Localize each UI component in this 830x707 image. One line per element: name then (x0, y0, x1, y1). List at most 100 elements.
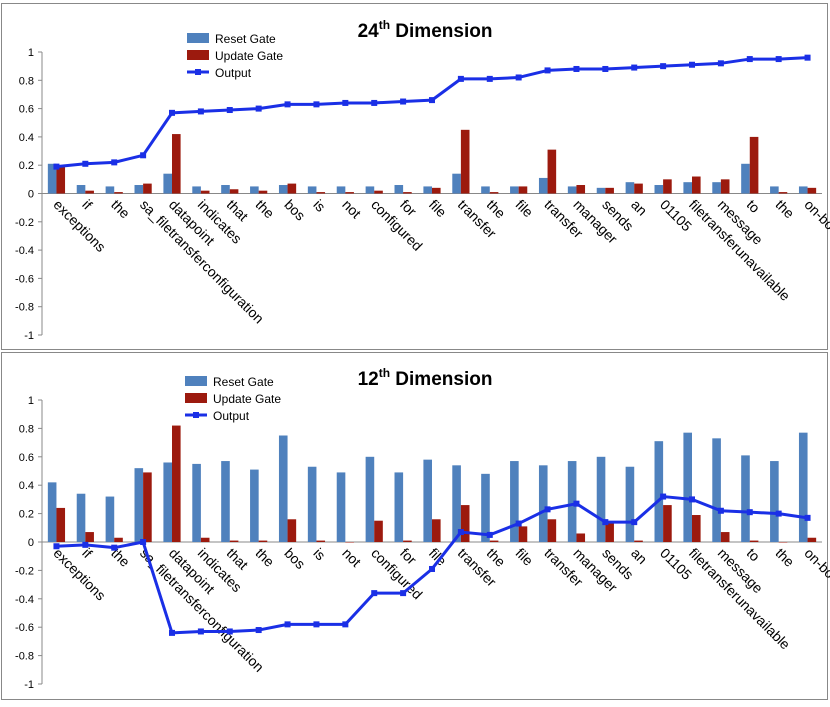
chart1-x-tick-label: on-board (801, 196, 830, 247)
chart1-x-tick-label: is (310, 196, 328, 214)
chart1-legend-reset-swatch (187, 33, 209, 43)
chart2-output-point (400, 590, 406, 596)
chart2-update-bar (85, 532, 94, 542)
chart1-reset-bar (423, 186, 432, 193)
chart2-x-tick-label: for (397, 545, 420, 568)
chart1-update-bar (114, 192, 123, 193)
chart2-legend-reset-label: Reset Gate (213, 375, 274, 389)
chart2-update-bar (201, 538, 210, 542)
chart1-y-tick-label: -0.8 (15, 302, 34, 314)
chart2-output-point (227, 628, 233, 634)
chart1-output-point (140, 152, 146, 158)
chart1-reset-bar (481, 186, 490, 193)
chart1-output-point (400, 99, 406, 105)
chart1-update-bar (201, 191, 210, 194)
chart2-output-point (602, 519, 608, 525)
chart2-update-bar (576, 533, 585, 542)
chart2-legend-output-label: Output (213, 409, 250, 423)
chart2-output-point (689, 496, 695, 502)
chart1-x-tick-label: for (397, 196, 420, 219)
chart2-reset-bar (799, 433, 808, 542)
chart1-output-point (371, 100, 377, 106)
chart2-x-tick-label: exceptions (50, 545, 109, 604)
chart2-output-point (516, 521, 522, 527)
chart1-output-point (82, 161, 88, 167)
chart2-output-point (198, 628, 204, 634)
chart2-update-bar (692, 515, 701, 542)
chart1-x-tick-label: the (108, 196, 133, 221)
chart1-update-bar (519, 186, 528, 193)
chart1-x-tick-label: exceptions (50, 196, 109, 255)
chart1-update-bar (230, 189, 239, 193)
chart2-update-bar (432, 519, 441, 542)
chart1-legend-update-label: Update Gate (215, 49, 283, 63)
chart2-output-point (805, 515, 811, 521)
chart1-reset-bar (337, 186, 346, 193)
chart2-reset-bar (655, 441, 664, 542)
chart1-reset-bar (510, 186, 519, 193)
chart1-update-bar (316, 192, 325, 193)
chart2-y-tick-label: -0.6 (15, 622, 34, 634)
chart2-legend-reset-swatch (185, 376, 207, 386)
chart1-update-bar (432, 188, 441, 194)
chart1-reset-bar (163, 174, 172, 194)
chart2-output-point (169, 630, 175, 636)
chart2-reset-bar (48, 482, 57, 542)
chart1-output-point (776, 56, 782, 62)
chart1-output-point (487, 76, 493, 82)
chart1-reset-bar (452, 174, 461, 194)
chart1-x-tick-label: an (628, 196, 650, 218)
chart1-update-bar (750, 137, 759, 194)
chart1-output-point (458, 76, 464, 82)
chart1-output-point (313, 101, 319, 107)
chart1-output-point (256, 106, 262, 112)
chart1-update-bar (85, 191, 94, 194)
chart2-output-point (545, 506, 551, 512)
chart1-update-bar (779, 192, 788, 193)
chart2-x-tick-label: is (310, 545, 328, 563)
chart2-output-point (53, 543, 59, 549)
chart1-output-point (747, 56, 753, 62)
chart2-output-point (313, 621, 319, 627)
chart2-output-point (487, 532, 493, 538)
chart2-reset-bar (250, 470, 259, 542)
chart1-reset-bar (366, 186, 375, 193)
chart2-reset-bar (163, 462, 172, 542)
chart1-y-tick-label: 0 (28, 189, 34, 201)
chart1-legend-output-label: Output (215, 66, 252, 80)
chart2-reset-bar (510, 461, 519, 542)
chart2-x-tick-label: bos (281, 545, 308, 572)
chart1-y-tick-label: -1 (24, 330, 34, 342)
chart2-output-point (573, 501, 579, 507)
chart2-legend-output-marker (193, 412, 199, 418)
chart1-y-tick-label: 0.8 (19, 75, 34, 87)
chart1-output-point (545, 67, 551, 73)
chart2-reset-bar (626, 467, 635, 542)
chart2-update-bar (230, 541, 239, 542)
chart2-update-bar (750, 541, 759, 542)
chart2-reset-bar (337, 472, 346, 542)
chart2-y-tick-label: -0.2 (15, 565, 34, 577)
chart1-y-tick-label: 0.4 (19, 132, 34, 144)
chart2-output-point (660, 494, 666, 500)
chart1-output-point (53, 164, 59, 170)
chart2-reset-bar (366, 457, 375, 542)
chart1-update-bar (692, 177, 701, 194)
chart2-output-point (140, 539, 146, 545)
chart1-update-bar (461, 130, 470, 194)
chart2-output-point (747, 509, 753, 515)
chart2-legend-update-swatch (185, 393, 207, 403)
chart1-reset-bar (250, 186, 259, 193)
chart2-reset-bar (741, 455, 750, 542)
chart1-reset-bar (539, 178, 548, 194)
chart2-x-tick-label: file (513, 545, 537, 569)
chart1-update-bar (663, 179, 672, 193)
chart2-reset-bar (683, 433, 692, 542)
chart1-x-tick-label: file (426, 196, 450, 220)
chart2-output-point (82, 542, 88, 548)
chart1-x-tick-label: the (773, 196, 798, 221)
chart1-y-tick-label: 1 (28, 47, 34, 59)
chart1-output-point (227, 107, 233, 113)
chart1-reset-bar (770, 186, 779, 193)
chart1-output-point (689, 62, 695, 68)
